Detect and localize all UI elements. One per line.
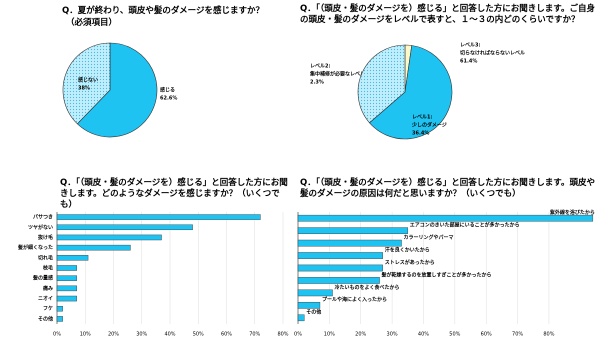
x-tick-label: 30%: [387, 332, 398, 338]
bar: [56, 214, 261, 220]
bar: [56, 234, 162, 241]
chart-subtitle: （必須項目）: [66, 18, 118, 28]
pie-slice: [62, 42, 111, 125]
x-tick-label: 60%: [221, 332, 232, 338]
x-tick-label: 70%: [512, 332, 523, 338]
slice-label: 感じない: [78, 77, 98, 84]
x-tick-label: 80%: [277, 332, 288, 338]
category-label: 紫外線を浴びたから: [550, 209, 595, 216]
bar: [56, 255, 89, 261]
x-tick-label: 30%: [136, 332, 147, 338]
category-label: 抜け毛: [38, 234, 53, 241]
bar: [56, 295, 77, 302]
x-tick-label: 60%: [481, 332, 492, 338]
slice-label: レベル3:: [460, 43, 480, 49]
category-label: 痛み: [43, 285, 53, 292]
category-label: フケ: [43, 305, 53, 312]
slice-description: 少しのダメージ: [411, 122, 447, 129]
x-tick-label: 10%: [324, 332, 335, 338]
category-label: 髪が細くなった: [17, 244, 53, 251]
bar: [56, 265, 77, 271]
category-label: ニオイ: [38, 295, 53, 302]
pie-slice: [369, 45, 453, 140]
category-label: その他: [306, 309, 321, 316]
bar: [56, 224, 193, 231]
slice-description: 切らなければならないレベル: [460, 50, 525, 57]
x-tick-label: 40%: [164, 332, 175, 338]
chart-title: Q．夏が終わり、頭皮や髪のダメージを感じますか？: [62, 6, 264, 16]
category-label: 冷たいものをよく食べたから: [335, 284, 400, 291]
bar: [297, 302, 321, 309]
bar: [297, 277, 380, 284]
category-label: その他: [38, 315, 53, 322]
x-tick-label: 0%: [53, 332, 61, 338]
slice-value-label: 36.4%: [412, 131, 429, 137]
category-label: 髪の量感: [32, 275, 53, 282]
bar: [297, 227, 408, 234]
slice-value-label: 2.3%: [310, 80, 324, 86]
bar: [297, 289, 333, 297]
slice-value-label: 62.6%: [160, 96, 177, 102]
bar: [56, 244, 131, 251]
slice-value-label: 38%: [78, 86, 90, 92]
slice-description: 集中補修が必要なレベル: [309, 71, 365, 78]
category-label: エアコンのきいた部屋にいることが多かったから: [410, 222, 520, 229]
x-tick-label: 70%: [249, 332, 260, 338]
category-label: 切れ毛: [38, 254, 53, 261]
category-label: 髪が乾燥するのを放置しすぎことが多かったから: [381, 271, 492, 278]
bar: [56, 316, 63, 322]
slice-label: レベル1:: [412, 115, 432, 121]
category-label: ストレスがあったから: [385, 259, 435, 266]
bar: [297, 239, 402, 247]
pie-slice: [357, 44, 406, 124]
pie-slice: [76, 42, 158, 138]
bar: [297, 314, 305, 322]
slice-label: レベル2:: [310, 64, 330, 70]
chart-title: Q．「（頭皮・髪のダメージを）感じる」と回答した方にお聞きします。どのようなダメ…: [60, 178, 288, 210]
x-tick-label: 20%: [108, 332, 119, 338]
bar: [56, 285, 77, 292]
category-label: 枝毛: [42, 265, 53, 272]
bar: [56, 275, 77, 281]
category-label: カラーリングやパーマ: [404, 234, 454, 241]
bar: [297, 264, 383, 272]
category-label: 汗を良くかいたから: [385, 246, 430, 253]
x-tick-label: 20%: [355, 332, 366, 338]
category-label: パサつき: [33, 214, 53, 221]
category-label: ツヤがない: [28, 224, 53, 231]
x-tick-label: 0%: [294, 332, 302, 338]
chart-title: Q．「（頭皮・髪のダメージを）感じる」と回答した方にお聞きします。ご自身の頭皮・…: [300, 4, 595, 25]
slice-label: 感じる: [160, 87, 175, 94]
bar: [297, 214, 594, 222]
x-tick-label: 40%: [418, 332, 429, 338]
category-label: プールや海によく入ったから: [322, 296, 387, 303]
chart-title: Q．「（頭皮・髪のダメージを）感じる」と回答した方にお聞きします。頭皮や髪のダメ…: [300, 178, 595, 199]
x-tick-label: 10%: [80, 332, 91, 338]
bar: [56, 305, 63, 312]
x-tick-label: 50%: [449, 332, 460, 338]
slice-value-label: 61.4%: [460, 59, 477, 65]
x-tick-label: 80%: [543, 332, 554, 338]
bar: [297, 252, 383, 259]
x-tick-label: 50%: [193, 332, 204, 338]
